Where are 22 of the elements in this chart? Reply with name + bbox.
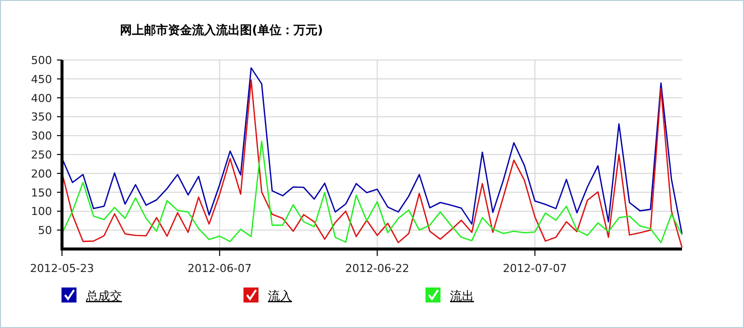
chart-title: 网上邮市资金流入流出图(单位：万元) <box>120 23 323 37</box>
x-tick-label: 2012-07-07 <box>502 262 567 275</box>
y-tick-label: 350 <box>31 110 52 124</box>
y-tick-label: 300 <box>31 130 52 143</box>
y-tick-label: 100 <box>31 205 52 218</box>
y-tick-label: 500 <box>31 54 52 67</box>
y-tick-label: 450 <box>31 72 52 86</box>
legend-label: 流出 <box>450 289 474 303</box>
y-tick-label: 150 <box>31 186 52 200</box>
legend-item: 总成交 <box>62 288 122 303</box>
y-tick-label: 50 <box>38 224 52 238</box>
x-tick-label: 2012-06-07 <box>188 262 252 275</box>
legend-label: 流入 <box>268 289 292 303</box>
legend-item: 流出 <box>426 288 474 303</box>
y-tick-label: 400 <box>31 92 52 105</box>
y-tick-label: 250 <box>31 148 52 162</box>
line-series <box>61 140 683 244</box>
y-tick-label: 200 <box>31 167 52 180</box>
legend-item: 流入 <box>244 288 292 303</box>
x-tick-label: 2012-05-23 <box>30 262 94 275</box>
x-tick-label: 2012-06-22 <box>345 262 410 275</box>
legend-label: 总成交 <box>85 289 122 303</box>
